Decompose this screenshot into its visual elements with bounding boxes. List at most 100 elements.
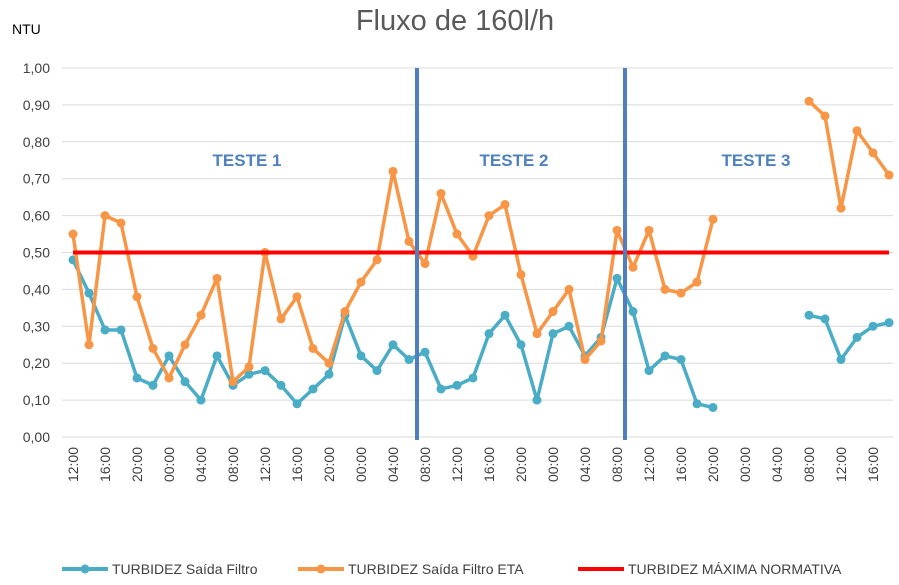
data-point: [324, 358, 334, 368]
annotation: TESTE 3: [722, 151, 791, 170]
y-tick-label: 0,80: [23, 134, 50, 150]
x-tick-label: 16:00: [97, 447, 113, 482]
x-tick-label: 16:00: [673, 447, 689, 482]
data-point: [708, 214, 718, 224]
data-point: [436, 384, 446, 394]
data-point: [100, 325, 110, 335]
data-point: [420, 347, 430, 357]
y-tick-label: 0,10: [23, 392, 50, 408]
data-point: [180, 377, 190, 387]
data-point: [804, 310, 814, 320]
data-point: [516, 270, 526, 280]
data-point: [628, 262, 638, 272]
y-tick-label: 0,90: [23, 97, 50, 113]
y-tick-label: 0,30: [23, 318, 50, 334]
x-tick-label: 12:00: [641, 447, 657, 482]
data-point: [116, 325, 126, 335]
annotation: TESTE 2: [480, 151, 549, 170]
data-point: [500, 200, 510, 210]
data-point: [356, 351, 366, 361]
data-point: [628, 307, 638, 317]
data-point: [132, 373, 142, 383]
data-point: [100, 211, 110, 221]
y-tick-label: 0,20: [23, 355, 50, 371]
y-tick-label: 0,50: [23, 245, 50, 261]
y-tick-label: 0,70: [23, 171, 50, 187]
y-axis-label: NTU: [12, 21, 41, 37]
data-point: [836, 355, 846, 365]
data-point: [340, 307, 350, 317]
data-point: [868, 148, 878, 158]
x-tick-label: 00:00: [545, 447, 561, 482]
data-point: [84, 340, 94, 350]
data-point: [324, 369, 334, 379]
data-point: [708, 402, 718, 412]
x-tick-label: 20:00: [321, 447, 337, 482]
data-point: [452, 229, 462, 239]
data-point: [580, 355, 590, 365]
x-tick-label: 20:00: [705, 447, 721, 482]
data-point: [148, 343, 158, 353]
data-point: [212, 273, 222, 283]
x-tick-label: 00:00: [737, 447, 753, 482]
data-point: [196, 395, 206, 405]
data-point: [612, 225, 622, 235]
data-point: [484, 211, 494, 221]
legend-label: TURBIDEZ MÁXIMA NORMATIVA: [628, 561, 842, 577]
x-tick-label: 04:00: [385, 447, 401, 482]
data-point: [484, 329, 494, 339]
plot-area: 0,00 0,10 0,20 0,30 0,40 0,50 0,60 0,70 0,80 0,90…: [23, 60, 894, 482]
data-point: [612, 273, 622, 283]
data-point: [692, 399, 702, 409]
data-point: [404, 355, 414, 365]
data-point: [820, 111, 830, 121]
data-point: [276, 380, 286, 390]
series-line: [71, 99, 891, 384]
x-tick-label: 20:00: [513, 447, 529, 482]
y-tick-label: 0,40: [23, 281, 50, 297]
x-tick-label: 20:00: [129, 447, 145, 482]
data-point: [292, 399, 302, 409]
data-point: [660, 284, 670, 294]
data-point: [804, 96, 814, 106]
data-point: [388, 166, 398, 176]
data-point: [564, 284, 574, 294]
data-point: [692, 277, 702, 287]
legend-label: TURBIDEZ Saída Filtro ETA: [348, 561, 524, 577]
data-point: [676, 288, 686, 298]
x-tick-label: 16:00: [865, 447, 881, 482]
x-tick-label: 16:00: [289, 447, 305, 482]
data-point: [164, 351, 174, 361]
data-point: [868, 321, 878, 331]
x-tick-label: 12:00: [257, 447, 273, 482]
data-point: [116, 218, 126, 228]
data-point: [884, 170, 894, 180]
data-point: [676, 355, 686, 365]
data-point: [260, 366, 270, 376]
data-point: [420, 259, 430, 269]
data-point: [196, 310, 206, 320]
x-tick-label: 12:00: [449, 447, 465, 482]
data-point: [644, 225, 654, 235]
x-tick-label: 00:00: [161, 447, 177, 482]
x-tick-label: 04:00: [193, 447, 209, 482]
data-point: [644, 366, 654, 376]
data-point: [500, 310, 510, 320]
legend-label: TURBIDEZ Saída Filtro: [112, 561, 258, 577]
data-point: [164, 373, 174, 383]
legend-marker: [80, 564, 90, 574]
data-point: [836, 203, 846, 213]
data-point: [548, 307, 558, 317]
data-point: [132, 292, 142, 302]
data-point: [292, 292, 302, 302]
data-point: [532, 329, 542, 339]
legend-marker: [316, 564, 326, 574]
data-point: [852, 332, 862, 342]
x-tick-label: 08:00: [417, 447, 433, 482]
data-point: [532, 395, 542, 405]
data-point: [404, 236, 414, 246]
data-point: [212, 351, 222, 361]
data-point: [468, 373, 478, 383]
data-point: [820, 314, 830, 324]
